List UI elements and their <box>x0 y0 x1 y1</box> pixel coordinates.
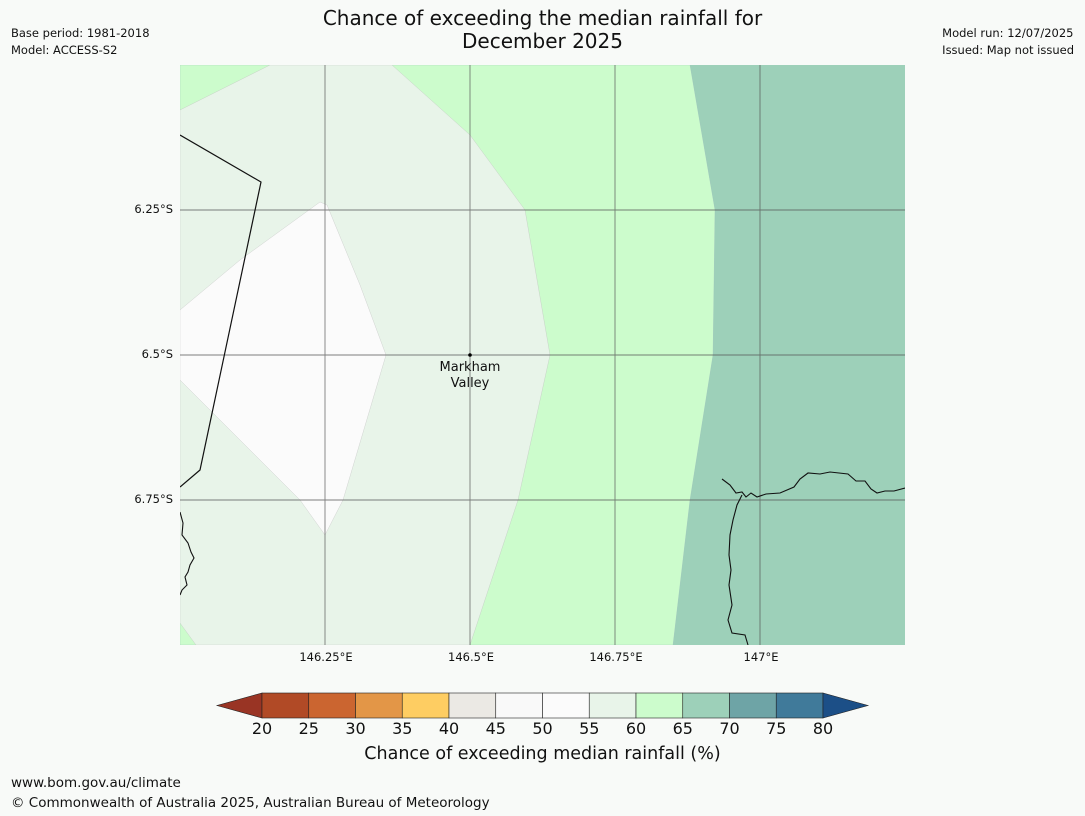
rainfall-map[interactable] <box>180 65 905 645</box>
colorbar-tick-label: 35 <box>392 719 413 738</box>
colorbar-extend-low <box>215 692 263 719</box>
footer-url[interactable]: www.bom.gov.au/climate <box>11 775 181 791</box>
map-svg <box>180 65 905 645</box>
lon-label-3: 146.75°E <box>589 650 643 664</box>
town-marker <box>468 353 472 357</box>
colorbar-extend-high <box>822 692 870 719</box>
colorbar-tick-label: 40 <box>438 719 460 738</box>
colorbar-tick-label: 80 <box>812 719 834 738</box>
lon-label-1: 146.25°E <box>299 650 353 664</box>
place-name-2: Valley <box>450 376 490 391</box>
lon-label-2: 146.5°E <box>448 650 494 664</box>
colorbar-tick-label: 60 <box>625 719 647 738</box>
title-line-2: December 2025 <box>462 29 623 53</box>
colorbar-tick-label: 55 <box>579 719 600 738</box>
colorbar-segment <box>542 692 590 719</box>
colorbar-segment <box>775 692 824 719</box>
colorbar-segment <box>729 692 777 719</box>
colorbar-segment <box>635 692 684 719</box>
colorbar-tick-label: 45 <box>485 719 506 738</box>
province-border <box>180 134 262 488</box>
colorbar-tick-label: 70 <box>719 719 740 738</box>
model-text: Model: ACCESS-S2 <box>11 43 118 57</box>
colorbar-label: Chance of exceeding median rainfall (%) <box>364 744 721 764</box>
lon-label-4: 147°E <box>743 650 779 664</box>
colorbar-tick-label: 65 <box>672 719 693 738</box>
model-info: Base period: 1981-2018 Model: ACCESS-S2 <box>11 25 150 59</box>
footer-copyright: © Commonwealth of Australia 2025, Austra… <box>11 795 490 811</box>
lat-label-3: 6.75°S <box>134 492 173 506</box>
coastline-east <box>721 471 905 498</box>
place-name-1: Markham <box>439 360 501 375</box>
place-label: Markham Valley <box>420 360 520 392</box>
colorbar-tick-label: 20 <box>251 719 273 738</box>
colorbar-segment <box>355 692 403 719</box>
colorbar-segment <box>261 692 310 719</box>
colorbar-tick-label: 50 <box>532 719 553 738</box>
colorbar-segment <box>588 692 637 719</box>
colorbar-segment <box>308 692 356 719</box>
map-title: Chance of exceeding the median rainfall … <box>0 7 1085 53</box>
colorbar-segment <box>401 692 450 719</box>
colorbar-segment <box>495 692 543 719</box>
colorbar-tick-label: 25 <box>298 719 319 738</box>
colorbar <box>215 692 870 719</box>
lat-label-1: 6.25°S <box>134 202 173 216</box>
river <box>727 494 749 645</box>
colorbar-tick-label: 75 <box>766 719 787 738</box>
coastline-west <box>180 511 195 596</box>
colorbar-tick-label: 30 <box>345 719 366 738</box>
colorbar-segment <box>448 692 497 719</box>
model-run-text: Model run: 12/07/2025 <box>942 26 1074 40</box>
base-period-text: Base period: 1981-2018 <box>11 26 150 40</box>
title-line-1: Chance of exceeding the median rainfall … <box>322 6 763 30</box>
colorbar-segment <box>682 692 730 719</box>
run-info: Model run: 12/07/2025 Issued: Map not is… <box>942 25 1074 59</box>
issued-text: Issued: Map not issued <box>942 43 1074 57</box>
lat-label-2: 6.5°S <box>141 347 173 361</box>
